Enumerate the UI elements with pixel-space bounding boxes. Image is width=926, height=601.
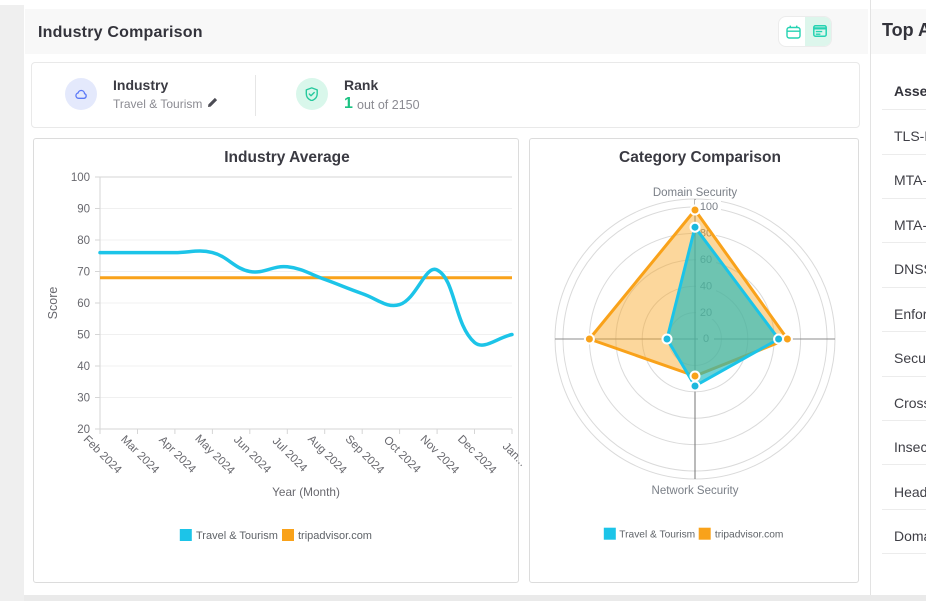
svg-text:May 2024: May 2024 bbox=[192, 433, 237, 478]
svg-text:60: 60 bbox=[77, 298, 90, 310]
svg-text:tripadvisor.com: tripadvisor.com bbox=[715, 530, 784, 541]
svg-text:tripadvisor.com: tripadvisor.com bbox=[298, 530, 372, 542]
svg-text:Mar 2024: Mar 2024 bbox=[118, 433, 161, 476]
svg-text:Feb 2024: Feb 2024 bbox=[81, 433, 124, 476]
svg-text:40: 40 bbox=[77, 361, 90, 373]
svg-text:Sep 2024: Sep 2024 bbox=[343, 433, 387, 477]
svg-text:Year (Month): Year (Month) bbox=[272, 485, 340, 499]
svg-text:Category Comparison: Category Comparison bbox=[619, 149, 781, 166]
svg-text:Jun 2024: Jun 2024 bbox=[231, 434, 273, 476]
svg-text:100: 100 bbox=[71, 172, 90, 184]
svg-text:Industry Average: Industry Average bbox=[224, 149, 350, 166]
svg-text:Nov 2024: Nov 2024 bbox=[418, 433, 462, 477]
svg-text:Jul 2024: Jul 2024 bbox=[270, 435, 310, 475]
svg-text:50: 50 bbox=[77, 330, 90, 342]
svg-text:90: 90 bbox=[77, 204, 90, 216]
svg-text:Travel & Tourism: Travel & Tourism bbox=[196, 530, 278, 542]
svg-text:Network Security: Network Security bbox=[652, 485, 739, 497]
svg-text:Aug 2024: Aug 2024 bbox=[305, 433, 349, 477]
svg-text:80: 80 bbox=[77, 235, 90, 247]
svg-text:Score: Score bbox=[46, 287, 60, 320]
svg-text:20: 20 bbox=[77, 424, 90, 436]
svg-text:Domain Security: Domain Security bbox=[653, 187, 738, 199]
svg-text:100: 100 bbox=[700, 201, 718, 213]
svg-text:Oct 2024: Oct 2024 bbox=[381, 434, 423, 476]
svg-text:Travel & Tourism: Travel & Tourism bbox=[619, 530, 695, 541]
svg-text:70: 70 bbox=[77, 267, 90, 279]
svg-text:Dec 2024: Dec 2024 bbox=[455, 433, 499, 477]
svg-text:30: 30 bbox=[77, 393, 90, 405]
